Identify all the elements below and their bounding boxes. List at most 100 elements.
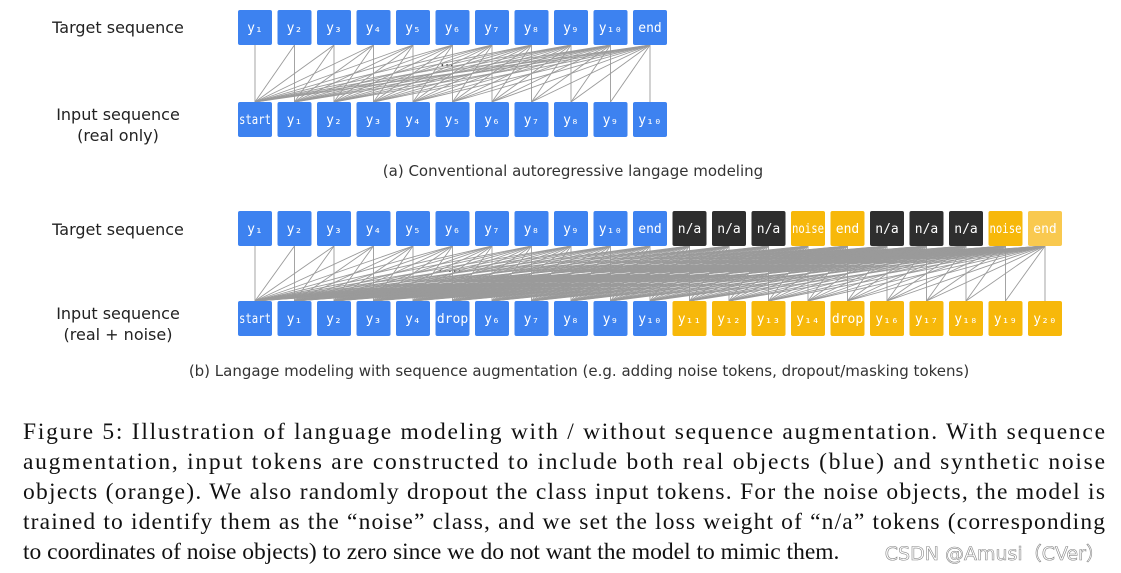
token-box: [356, 211, 391, 246]
connectors: [254, 44, 651, 103]
connector: [254, 245, 453, 302]
panel-caption: (b) Langage modeling with sequence augme…: [189, 362, 969, 380]
token-label: n/a: [757, 222, 780, 237]
token-label: y₁₀: [599, 21, 622, 36]
token-label: y₉: [563, 222, 579, 237]
token-label: n/a: [954, 222, 977, 237]
row-label: (real + noise): [64, 325, 173, 344]
connector: [254, 44, 414, 103]
token-box: [554, 10, 588, 45]
token-box: [909, 301, 944, 336]
connector: [531, 245, 1046, 302]
token-box: [475, 102, 509, 137]
token-label: y₈: [563, 312, 579, 327]
connector: [768, 245, 1046, 302]
token-label: y₂: [326, 113, 342, 128]
connector: [965, 245, 1046, 302]
token-label: end: [638, 222, 661, 237]
token-box: [435, 10, 470, 45]
connector: [412, 44, 651, 103]
token-label: y₂₀: [1033, 312, 1056, 327]
connector: [728, 245, 1046, 302]
token-label: y₉: [563, 21, 579, 36]
token-box: [870, 211, 904, 246]
token-label: y₁₂: [717, 312, 740, 327]
token-label: y₆: [484, 113, 500, 128]
connector: [254, 245, 848, 302]
connector: [886, 245, 1046, 302]
token-label: y₁₆: [875, 312, 898, 327]
connector: [254, 245, 769, 302]
token-box: [1028, 211, 1062, 246]
token-box: [791, 211, 825, 246]
token-box: [593, 211, 628, 246]
token-label: y₇: [484, 21, 500, 36]
token-box: [396, 211, 430, 246]
token-box: [988, 211, 1023, 246]
connector: [689, 245, 1046, 302]
token-box: [870, 301, 904, 336]
token-box: [475, 10, 509, 45]
connector: [254, 245, 572, 302]
token-label: noise: [990, 222, 1022, 237]
connector: [254, 245, 1006, 302]
connector: [254, 245, 651, 302]
token-label: y₅: [405, 21, 421, 36]
connector: [649, 245, 1046, 302]
token-label: y₁₇: [915, 312, 938, 327]
connector: [254, 44, 335, 103]
token-label: n/a: [875, 222, 898, 237]
token-label: y₁: [247, 21, 263, 36]
token-label: y₇: [484, 222, 500, 237]
token-box: [277, 10, 312, 45]
connector: [254, 245, 730, 302]
token-box: [672, 301, 707, 336]
token-label: y₁₄: [796, 312, 819, 327]
token-box: [514, 102, 549, 137]
token-box: [593, 102, 628, 137]
token-label: y₈: [524, 21, 540, 36]
token-box: [238, 211, 272, 246]
connector: [373, 245, 1046, 302]
token-label: y₄: [405, 312, 421, 327]
token-box: [277, 211, 312, 246]
token-label: y₃: [326, 222, 342, 237]
token-box: [633, 211, 667, 246]
token-box: [475, 211, 509, 246]
connector: [333, 245, 1046, 302]
token-label: drop: [437, 312, 468, 327]
watermark: CSDN @Amusi（CVer）: [885, 543, 1105, 565]
token-label: y₆: [445, 21, 461, 36]
token-box: [554, 301, 588, 336]
token-label: end: [1033, 222, 1056, 237]
caption-line: to coordinates of noise objects) to zero…: [23, 539, 839, 565]
token-box: [238, 102, 272, 137]
token-label: start: [239, 113, 271, 128]
token-label: y₆: [445, 222, 461, 237]
caption-line: augmentation, input tokens are construct…: [23, 449, 1105, 475]
token-box: [554, 211, 588, 246]
token-box: [712, 211, 746, 246]
connector: [491, 44, 651, 103]
token-label: end: [836, 222, 859, 237]
token-box: [317, 301, 351, 336]
token-box: [633, 301, 667, 336]
token-box: [593, 301, 628, 336]
token-box: [356, 102, 391, 137]
connector: [610, 245, 1046, 302]
token-box: [435, 301, 470, 336]
connector: [254, 245, 967, 302]
token-box: [514, 10, 549, 45]
token-box: [238, 10, 272, 45]
token-box: [317, 211, 351, 246]
token-box: [909, 211, 944, 246]
token-label: y₄: [366, 222, 382, 237]
token-box: [633, 102, 667, 137]
token-box: [396, 301, 430, 336]
connector: [294, 44, 651, 103]
connector: [610, 44, 651, 103]
connector: [254, 44, 611, 103]
connector: [254, 245, 611, 302]
connector: [254, 245, 335, 302]
